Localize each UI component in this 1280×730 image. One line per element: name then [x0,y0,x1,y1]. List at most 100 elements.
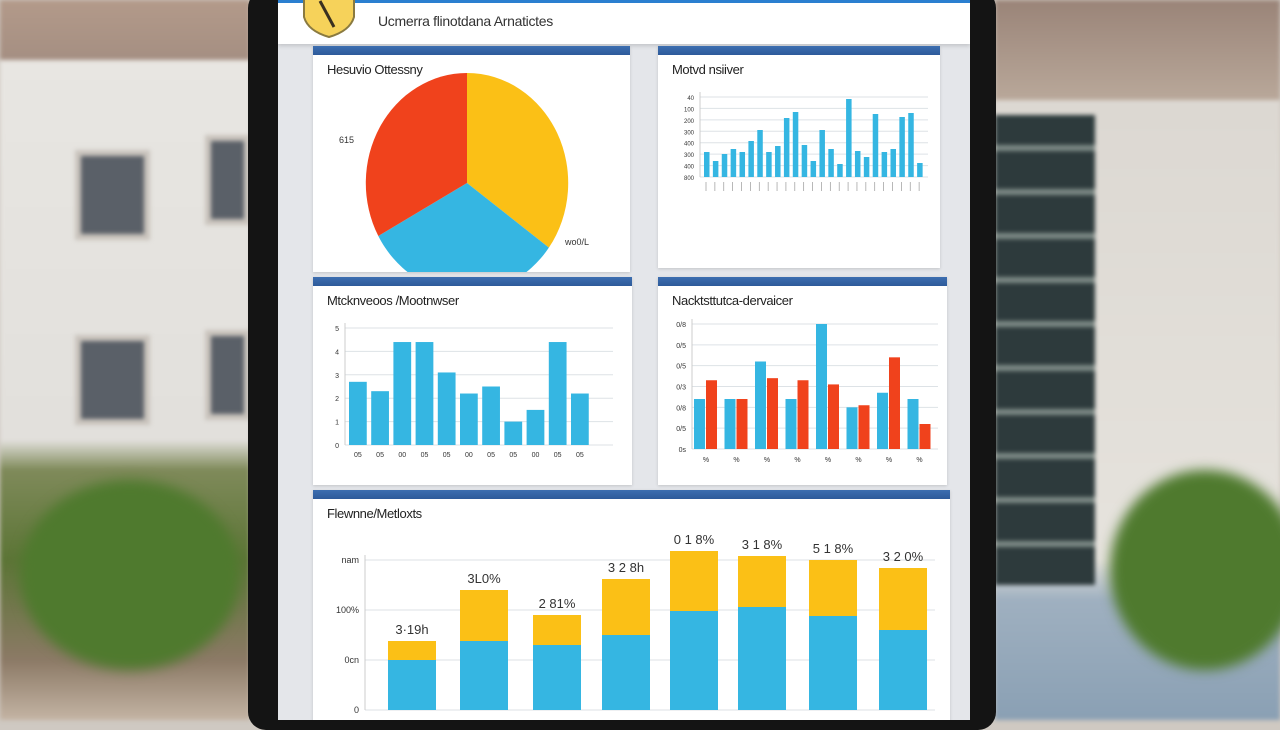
panel-header-bar [313,46,630,55]
y-tick-label: 800 [684,176,695,182]
bar [349,381,367,445]
bar [816,324,827,449]
background-window [75,150,150,240]
y-tick-label: 0 [335,443,339,450]
bar-segment [879,630,927,710]
stacked-bar-chart: 0 0cn 100% nam 3·19h 3L0% 2 81% 3 2 8h 0 1 8% 3 1… [336,532,935,715]
y-tick-label: 400 [684,165,695,171]
x-tick-label: 05 [354,452,362,459]
bar [890,149,896,177]
x-tick-label: % [855,457,861,464]
bar [767,378,778,449]
bar [755,361,766,449]
data-label: 5 1 8% [813,541,854,556]
bar [863,157,870,177]
bar [775,146,781,177]
background-tree [20,480,240,670]
x-tick-label: 05 [487,452,495,459]
panel-header-bar [658,46,940,55]
y-tick-label: 0s [679,447,687,454]
x-tick-label: 05 [421,452,429,459]
bar [828,384,839,449]
bar [460,393,478,445]
bar [846,99,852,177]
bar-segment [602,635,650,710]
x-tick-label: 05 [554,452,562,459]
bar [819,130,825,177]
background-window [75,335,150,425]
bar [736,399,748,449]
x-tick-label: % [794,457,800,464]
bar [797,380,809,449]
bar [748,141,754,177]
y-tick-label: 3 [335,373,339,380]
bar [881,152,888,177]
x-tick-label: % [703,457,709,464]
panel-header-bar [313,490,950,499]
x-tick-label: 00 [398,452,406,459]
y-tick-label: 100% [336,605,359,615]
y-tick-label: 0/8 [676,322,686,329]
data-label: 3 1 8% [742,537,783,552]
bar [526,409,545,445]
y-tick-label: 0 [354,705,359,715]
bar-segment [738,556,786,607]
x-tick-label: 00 [465,452,473,459]
bar [730,149,737,177]
bar [792,112,799,177]
x-tick-label: % [764,457,770,464]
x-tick-label: 05 [443,452,451,459]
shield-emblem-icon [303,0,355,39]
bar [846,407,858,449]
bar [810,161,817,177]
panel-title: Motvd nsiiver [672,62,744,77]
background-glass-facade [995,115,1095,585]
panel-header-bar [658,277,947,286]
y-tick-label: 0/3 [676,385,686,392]
bar [704,152,710,177]
x-tick-label: % [886,457,892,464]
bar [907,399,919,449]
grouped-bar-chart: 0s 0/5 0/8 0/3 0/5 0/5 0/8%%%%%%%% [676,319,938,464]
y-tick-label: 2 [335,396,339,403]
panel-title: Hesuvio Ottessny [327,62,423,77]
bar [837,164,843,177]
data-label: 3 2 8h [608,560,644,575]
y-tick-label: 300 [684,153,695,159]
y-tick-label: 1 [335,420,339,427]
bar-segment [460,641,508,710]
pie-label: wo0/L [564,237,589,247]
panel-pie: Hesuvio Ottessny 615 wo0/L [313,46,630,272]
bar [917,163,923,177]
pie-slice [378,183,549,272]
bar-segment [533,615,581,645]
bar [371,391,389,445]
bar [393,342,412,445]
y-tick-label: nam [341,555,359,565]
pie-chart: 615 wo0/L [339,73,589,272]
panel-bar-1: Motvd nsiiver 800 400 300 400 300 200 100 40 [658,46,940,268]
app-header: Ucmerra flinotdana Arnatictes [278,0,970,44]
bar [899,117,905,177]
bar [548,342,567,445]
panel-bar-2: Mtcknveoos /Mootnwser 0 1 2 3 4 5 05 05 00 05 05 00… [313,277,632,485]
y-tick-label: 100 [684,107,695,113]
bar [724,399,736,449]
bar-segment [460,590,508,641]
panel-grouped-bar: Nacktsttutca-dervaicer 0s 0/5 0/8 0/3 0/5 0/5… [658,277,947,485]
panel-stacked-bar: Flewnne/Metloxts 0 0cn 100% nam 3·19h 3L0% 2 8… [313,490,950,720]
data-label: 0 1 8% [674,532,715,547]
bar [854,151,861,177]
data-label: 3 2 0% [883,549,924,564]
bar-segment [670,611,718,710]
y-tick-label: 400 [684,142,695,148]
y-tick-label: 0cn [344,655,359,665]
background-window [205,135,250,225]
x-tick-label: 05 [509,452,517,459]
bar-segment [388,660,436,710]
pie-slice [467,73,569,248]
bar [721,154,728,177]
x-tick-label: 05 [376,452,384,459]
bar [858,405,870,449]
bar [801,145,808,177]
